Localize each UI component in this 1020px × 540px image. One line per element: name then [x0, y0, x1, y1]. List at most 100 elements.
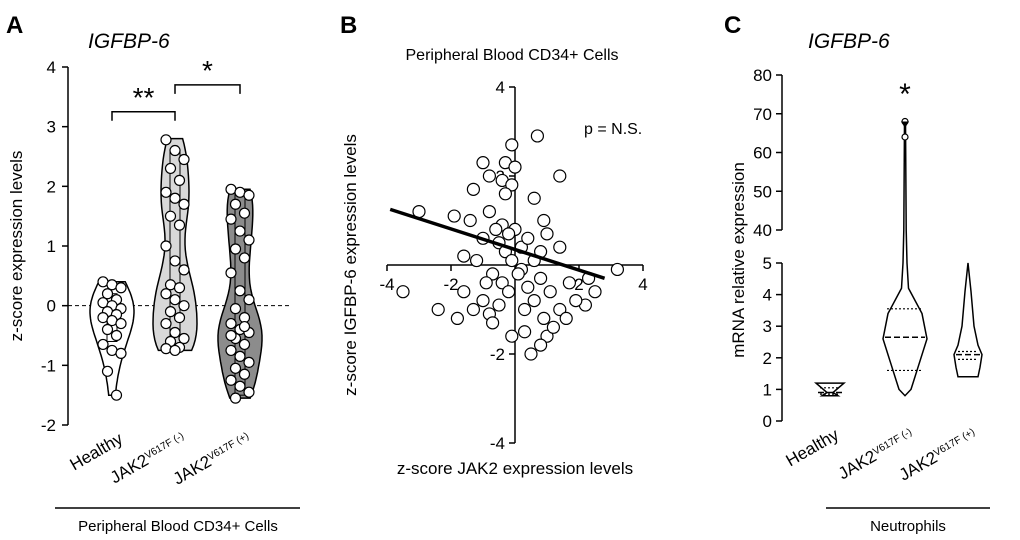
b-data-point	[543, 285, 557, 299]
b-xtick-label: 4	[638, 275, 647, 294]
panel-c-letter: C	[724, 12, 741, 39]
b-data-point	[505, 178, 519, 192]
a-data-point	[178, 198, 190, 210]
a-data-point	[238, 368, 251, 380]
a-data-point	[160, 317, 172, 330]
b-data-point	[502, 285, 516, 299]
b-ytick-label: 4	[496, 78, 505, 97]
panel-a-letter: A	[6, 12, 23, 39]
b-regression-line	[389, 207, 606, 281]
b-data-point	[482, 205, 496, 219]
a-data-point	[101, 323, 114, 336]
a-data-point	[225, 374, 237, 386]
b-data-point	[476, 294, 490, 308]
a-category-label-sup: V617F (+)	[206, 430, 251, 462]
a-data-point	[229, 392, 242, 404]
panel-c-title: IGFBP-6	[808, 30, 890, 53]
c-ytick-label: 2	[763, 349, 772, 368]
b-data-point	[486, 267, 500, 281]
a-data-point	[229, 198, 242, 210]
b-data-point	[521, 280, 535, 294]
a-data-point	[225, 329, 237, 342]
a-data-point	[115, 347, 127, 359]
c-ytick-label: 80	[753, 66, 772, 85]
a-y-axis-label: z-score expression levels	[7, 151, 26, 342]
b-data-point	[505, 138, 519, 152]
c-ytick-label: 3	[763, 317, 772, 336]
b-data-point	[476, 156, 490, 170]
a-data-point	[110, 329, 123, 342]
a-data-point	[164, 162, 177, 175]
b-data-point	[502, 227, 516, 241]
c-category-label-sup: V617F (-)	[871, 426, 914, 457]
a-data-point	[164, 306, 177, 318]
c-max-marker	[901, 121, 909, 129]
b-data-point	[498, 187, 512, 201]
a-data-point	[238, 338, 251, 351]
c-violin	[882, 120, 928, 397]
a-data-point	[243, 356, 255, 368]
b-data-point	[537, 311, 551, 325]
a-data-point	[115, 282, 127, 294]
a-data-point	[234, 285, 246, 297]
a-data-point	[173, 174, 186, 186]
b-data-point	[505, 329, 519, 343]
a-data-point	[234, 350, 246, 362]
panel-a-title: IGFBP-6	[88, 30, 170, 53]
a-data-point	[173, 312, 186, 324]
panel-b-annotation: p = N.S.	[584, 121, 642, 138]
a-data-point	[169, 255, 181, 267]
b-data-point	[495, 276, 509, 290]
a-data-point	[238, 207, 251, 219]
a-data-point	[243, 189, 255, 201]
b-data-point	[521, 231, 535, 245]
a-data-point	[234, 380, 246, 392]
b-data-point	[511, 267, 525, 281]
a-data-point	[160, 343, 172, 355]
b-data-point	[396, 285, 410, 299]
b-data-point	[537, 213, 551, 228]
b-data-point	[540, 329, 554, 343]
c-outlier-point	[901, 133, 909, 141]
a-significance-bracket	[111, 111, 176, 121]
chart-c: 0 1 2 3 4 5 40 50 60 70 80 mRNA relative expression…	[729, 66, 990, 535]
b-data-point	[466, 182, 480, 196]
b-xtick-label: -4	[379, 275, 394, 294]
a-data-point	[225, 213, 237, 225]
b-data-point	[466, 302, 480, 317]
b-data-point	[559, 311, 573, 325]
c-violin	[953, 262, 983, 378]
a-data-point	[229, 362, 242, 374]
b-data-point	[527, 191, 541, 205]
b-data-point	[508, 160, 522, 174]
chart-b: -4-224-4-224z-score IGFBP-6 expression l…	[341, 78, 648, 478]
b-data-point	[610, 262, 625, 277]
c-ytick-label: 0	[763, 412, 772, 431]
b-y-axis-label: z-score IGFBP-6 expression levels	[341, 134, 360, 396]
a-ytick-label: 0	[47, 297, 56, 316]
b-data-point	[553, 240, 567, 254]
a-significance-bracket	[174, 84, 241, 94]
b-data-point	[569, 294, 583, 308]
c-ytick-label: 1	[763, 380, 772, 399]
a-data-point	[225, 317, 237, 330]
a-data-point	[225, 267, 237, 279]
a-data-point	[110, 389, 123, 401]
a-group-label: Peripheral Blood CD34+ Cells	[78, 518, 278, 535]
b-data-point	[492, 298, 506, 312]
a-data-point	[234, 225, 246, 237]
b-data-point	[505, 253, 519, 268]
a-data-point	[229, 303, 242, 315]
c-ytick-label: 50	[753, 182, 772, 201]
b-ytick-label: -4	[490, 434, 505, 453]
a-data-point	[178, 332, 190, 345]
a-data-point	[178, 264, 190, 276]
c-category-label-sup: V617F (+)	[932, 426, 977, 458]
b-data-point	[546, 320, 561, 334]
b-data-point	[517, 325, 532, 339]
c-category-label-text: Healthy	[783, 425, 843, 471]
a-data-point	[178, 300, 190, 312]
a-ytick-label: -1	[41, 356, 56, 375]
a-data-point	[173, 219, 186, 231]
